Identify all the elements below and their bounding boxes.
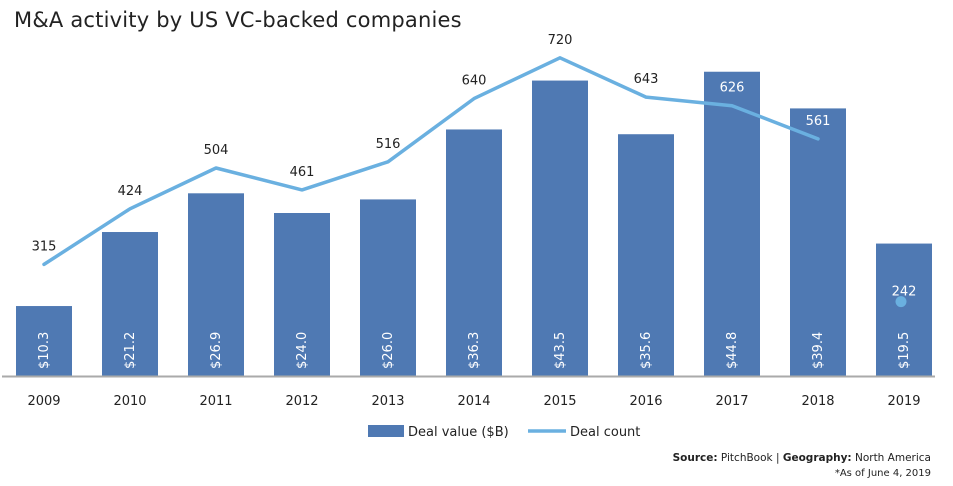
bar-value-label-2012: $24.0 [295, 332, 310, 369]
bar-2013 [360, 199, 416, 376]
bar-2016 [618, 134, 674, 376]
line-value-label-2019: 242 [892, 285, 917, 300]
bar-2011 [188, 193, 244, 376]
date-footnote: *As of June 4, 2019 [834, 468, 931, 479]
x-tick-label-2016: 2016 [629, 394, 662, 409]
line-value-label-2012: 461 [290, 165, 315, 180]
bar-2019 [876, 243, 932, 376]
bar-value-label-2018: $39.4 [811, 332, 826, 369]
bar-value-label-2011: $26.9 [209, 332, 224, 369]
deal-count-line [42, 56, 820, 267]
bar-value-label-2015: $43.5 [553, 332, 568, 369]
bar-2018 [790, 108, 846, 377]
x-tick-label-2014: 2014 [457, 394, 490, 409]
x-tick-label-2009: 2009 [27, 394, 60, 409]
chart-title: M&A activity by US VC-backed companies [14, 8, 462, 32]
line-value-label-2010: 424 [118, 184, 143, 199]
line-value-label-2015: 720 [548, 33, 573, 48]
geography-value: North America [854, 452, 931, 464]
bar-2015 [532, 80, 588, 376]
line-value-label-2017: 626 [720, 81, 745, 96]
legend-label-deal-count: Deal count [570, 425, 640, 440]
source-label: Source: [672, 452, 718, 464]
line-value-label-2018: 561 [806, 114, 831, 129]
x-tick-label-2012: 2012 [285, 394, 318, 409]
x-tick-label-2013: 2013 [371, 394, 404, 409]
bar-2009 [16, 306, 72, 376]
bar-value-label-2016: $35.6 [639, 332, 654, 369]
x-tick-label-2018: 2018 [801, 394, 834, 409]
x-tick-label-2011: 2011 [199, 394, 232, 409]
bar-2012 [274, 213, 330, 376]
deal-count-point-2019 [895, 296, 907, 308]
line-value-label-2016: 643 [634, 72, 659, 87]
bar-value-label-2010: $21.2 [123, 332, 138, 369]
geography-label: Geography: [782, 452, 852, 464]
legend-swatch-deal-value [368, 425, 404, 437]
x-tick-label-2017: 2017 [715, 394, 748, 409]
bar-value-label-2014: $36.3 [467, 332, 482, 369]
bar-value-label-2009: $10.3 [37, 332, 52, 369]
bar-value-label-2019: $19.5 [897, 332, 912, 369]
bar-value-label-2013: $26.0 [381, 332, 396, 369]
source-note: Source: PitchBook | Geography: North Ame… [673, 452, 931, 464]
legend-label-deal-value: Deal value ($B) [408, 425, 509, 440]
x-tick-label-2010: 2010 [113, 394, 146, 409]
source-name: PitchBook [720, 452, 773, 464]
line-value-label-2014: 640 [462, 74, 487, 89]
line-value-label-2009: 315 [32, 239, 57, 254]
line-value-label-2013: 516 [376, 137, 401, 152]
source-separator: | [775, 452, 780, 464]
line-value-label-2011: 504 [204, 143, 229, 158]
x-tick-label-2015: 2015 [543, 394, 576, 409]
bar-2010 [102, 232, 158, 376]
bar-value-label-2017: $44.8 [725, 332, 740, 369]
bar-2014 [446, 129, 502, 376]
bar-2017 [704, 71, 760, 376]
x-tick-label-2019: 2019 [887, 394, 920, 409]
